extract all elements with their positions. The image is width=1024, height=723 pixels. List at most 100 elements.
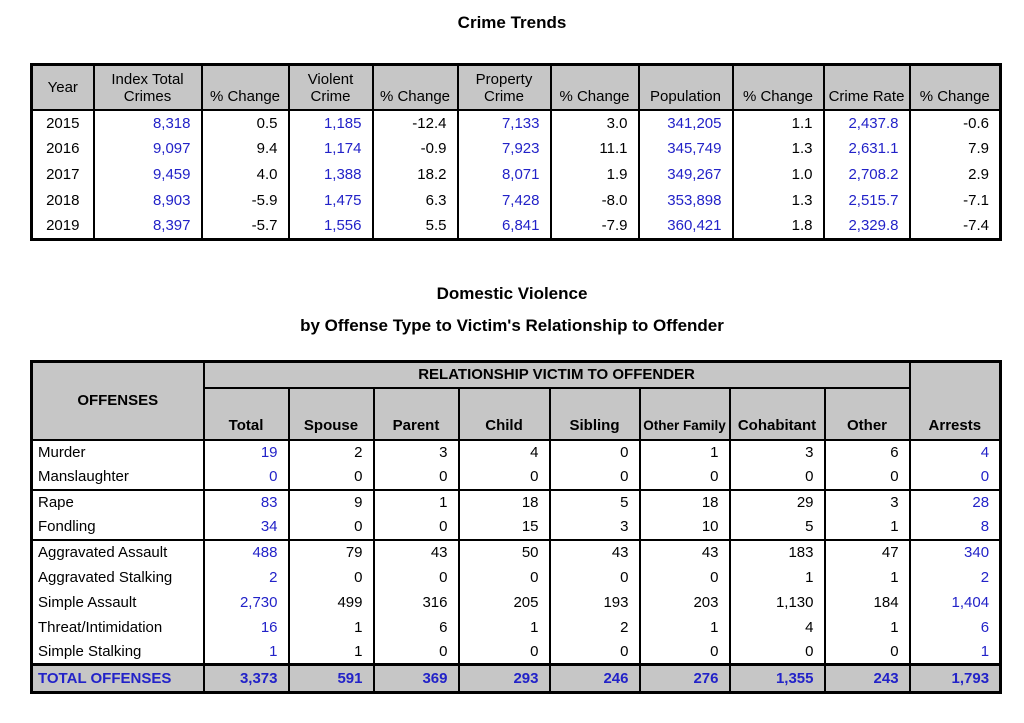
arrests-cell: 4 xyxy=(908,438,1002,465)
offense-row: Simple Assault 2,730 499 316 205 193 203 1,130 1… xyxy=(30,589,1002,615)
value-cell: 1,174 xyxy=(287,135,374,162)
value-cell: -0.6 xyxy=(908,109,1002,136)
value-cell: 47 xyxy=(823,538,911,565)
total-cell: 2,730 xyxy=(202,589,290,615)
value-cell: -12.4 xyxy=(371,109,459,136)
value-cell: 0 xyxy=(457,564,551,590)
offense-name-cell: Manslaughter xyxy=(30,464,205,490)
value-cell: 10 xyxy=(638,514,731,540)
relationship-group-header-row: OFFENSES RELATIONSHIP VICTIM TO OFFENDER… xyxy=(30,360,1002,441)
offense-row: Murder 19 2 3 4 0 1 3 6 4 xyxy=(30,438,1002,465)
arrests-cell: 8 xyxy=(908,514,1002,540)
value-cell: 203 xyxy=(638,589,731,615)
crime-trends-column-header: % Change xyxy=(908,63,1002,111)
value-cell: 1 xyxy=(823,564,911,590)
offense-name-cell: Aggravated Stalking xyxy=(30,564,205,590)
value-cell: 341,205 xyxy=(637,109,734,136)
value-cell: 0 xyxy=(457,464,551,490)
total-cell: 0 xyxy=(202,464,290,490)
value-cell: 6 xyxy=(372,614,460,640)
value-cell: 193 xyxy=(548,589,641,615)
value-cell: 1 xyxy=(287,614,375,640)
value-cell: 316 xyxy=(372,589,460,615)
offense-row: Fondling 34 0 0 15 3 10 5 1 8 xyxy=(30,514,1002,540)
value-cell: 43 xyxy=(638,538,731,565)
year-cell: 2016 xyxy=(30,135,95,162)
offense-row: Manslaughter 0 0 0 0 0 0 0 0 0 xyxy=(30,464,1002,490)
header-line: Population xyxy=(650,87,721,105)
value-cell: 3 xyxy=(548,514,641,540)
value-cell: 0 xyxy=(823,639,911,665)
total-cell: 488 xyxy=(202,538,290,565)
value-cell: 8,903 xyxy=(92,187,203,214)
value-cell: 7,428 xyxy=(456,187,552,214)
offense-name-cell: Murder xyxy=(30,438,205,465)
crime-trends-table: Year Index Total Crimes% Change Violent Crim… xyxy=(30,63,1002,241)
value-cell: 79 xyxy=(287,538,375,565)
value-cell: 29 xyxy=(728,488,826,515)
crime-trends-column-header: % Change xyxy=(200,63,290,111)
total-cell: 16 xyxy=(202,614,290,640)
value-cell: 0 xyxy=(548,564,641,590)
value-cell: 1,185 xyxy=(287,109,374,136)
value-cell: 0 xyxy=(638,464,731,490)
value-cell: 1 xyxy=(823,514,911,540)
value-cell: 0 xyxy=(372,639,460,665)
value-cell: 0 xyxy=(548,639,641,665)
total-cell: 2 xyxy=(202,564,290,590)
value-cell: 18 xyxy=(638,488,731,515)
value-cell: 18 xyxy=(457,488,551,515)
value-cell: 4.0 xyxy=(200,161,290,188)
value-cell: 43 xyxy=(548,538,641,565)
value-cell: 499 xyxy=(287,589,375,615)
value-cell: 0 xyxy=(372,514,460,540)
arrests-cell: 340 xyxy=(908,538,1002,565)
value-cell: 43 xyxy=(372,538,460,565)
value-cell: 1 xyxy=(372,488,460,515)
value-cell: 360,421 xyxy=(637,213,734,240)
crime-trends-header-row: Year Index Total Crimes% Change Violent Crim… xyxy=(30,63,1002,111)
arrests-header: Arrests xyxy=(908,360,1002,441)
value-cell: 6.3 xyxy=(371,187,459,214)
relationship-subheader: Other xyxy=(823,386,911,441)
value-cell: 1,388 xyxy=(287,161,374,188)
relationship-subheader-row: Total Spouse Parent Child Sibling Other Famil… xyxy=(32,386,1001,441)
crime-trends-row: 2017 9,459 4.0 1,388 18.2 8,071 1.9 349,267 1.0 2… xyxy=(30,161,1002,188)
offense-row: Rape 83 9 1 18 5 18 29 3 28 xyxy=(30,488,1002,515)
relationship-subheader: Sibling xyxy=(548,386,641,441)
crime-trends-column-header: Index Total Crimes xyxy=(92,63,203,111)
offense-row: Simple Stalking 1 1 0 0 0 0 0 0 1 xyxy=(30,639,1002,665)
value-cell: 1 xyxy=(287,639,375,665)
offense-name-cell: Aggravated Assault xyxy=(30,538,205,565)
value-cell: 4 xyxy=(457,438,551,465)
crime-trends-column-header: % Change xyxy=(371,63,459,111)
relationship-subheader: Child xyxy=(457,386,551,441)
value-cell: -7.4 xyxy=(908,213,1002,240)
year-cell: 2015 xyxy=(30,109,95,136)
total-cell: 19 xyxy=(202,438,290,465)
value-cell: 0 xyxy=(457,639,551,665)
domestic-violence-subtitle: by Offense Type to Victim's Relationship… xyxy=(300,316,724,335)
value-cell: 5 xyxy=(728,514,826,540)
value-cell: 1.3 xyxy=(731,135,825,162)
offense-name-cell: Threat/Intimidation xyxy=(30,614,205,640)
value-cell: -7.1 xyxy=(908,187,1002,214)
total-value-cell: 246 xyxy=(548,663,641,693)
value-cell: 8,318 xyxy=(92,109,203,136)
value-cell: 1 xyxy=(638,614,731,640)
value-cell: 0 xyxy=(287,514,375,540)
crime-trends-column-header: Property Crime xyxy=(456,63,552,111)
offense-row: Aggravated Assault 488 79 43 50 43 43 183 47 340 xyxy=(30,538,1002,565)
offenses-header: OFFENSES xyxy=(30,360,205,441)
value-cell: 0 xyxy=(372,564,460,590)
value-cell: 0 xyxy=(728,639,826,665)
domestic-violence-table: OFFENSES RELATIONSHIP VICTIM TO OFFENDER… xyxy=(30,360,1003,694)
value-cell: 7.9 xyxy=(908,135,1002,162)
relationship-subheader: Cohabitant xyxy=(728,386,826,441)
value-cell: 15 xyxy=(457,514,551,540)
value-cell: 6 xyxy=(823,438,911,465)
header-line: Year xyxy=(47,78,78,96)
value-cell: 5 xyxy=(548,488,641,515)
offense-row: Threat/Intimidation 16 1 6 1 2 1 4 1 6 xyxy=(30,614,1002,640)
total-cell: 83 xyxy=(202,488,290,515)
